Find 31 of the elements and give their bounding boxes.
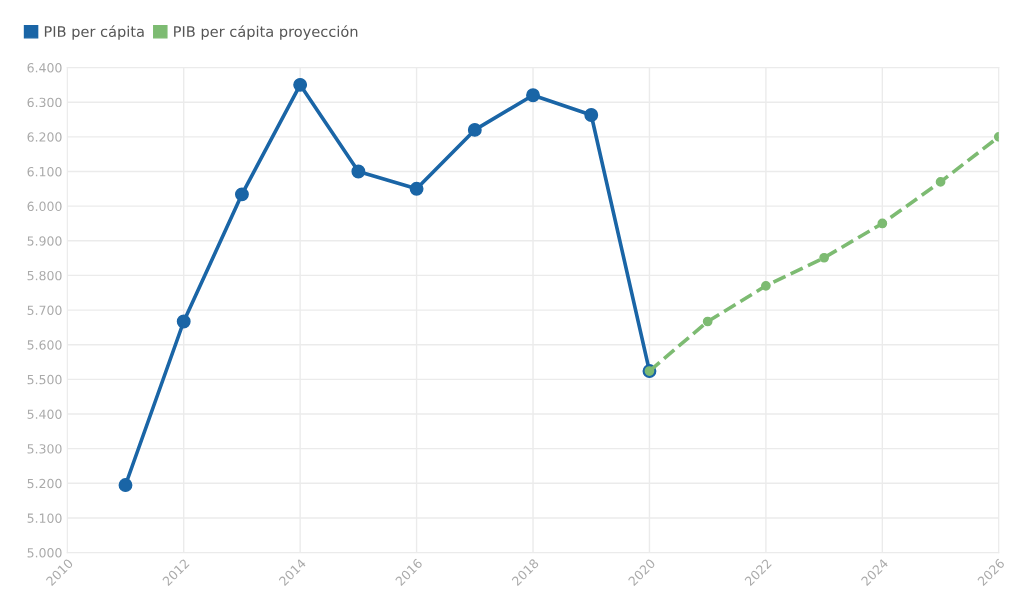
- y-tick-label: 5.000: [27, 548, 62, 558]
- y-tick-label: 5.900: [27, 236, 62, 246]
- y-tick-label: 5.700: [27, 305, 62, 315]
- y-tick-label: 5.600: [27, 340, 62, 350]
- point: [467, 122, 482, 137]
- y-tick-label: 5.400: [27, 409, 62, 419]
- legend-label: PIB per cápita proyección: [174, 25, 358, 40]
- y-tick-label: 6.400: [27, 63, 62, 73]
- point: [935, 177, 946, 187]
- point: [409, 181, 424, 196]
- point: [351, 164, 366, 179]
- point: [176, 314, 191, 329]
- point: [234, 187, 249, 202]
- point: [584, 108, 599, 122]
- y-tick-label: 6.200: [27, 132, 62, 142]
- point: [819, 252, 829, 263]
- legend-label: PIB per cápita: [44, 25, 144, 40]
- y-tick-label: 5.100: [27, 513, 62, 523]
- point: [877, 218, 888, 229]
- point: [702, 316, 713, 327]
- y-tick-label: 5.200: [27, 478, 62, 489]
- y-tick-label: 6.300: [27, 97, 62, 108]
- y-tick-label: 6.000: [27, 201, 62, 212]
- point: [293, 77, 308, 92]
- point: [526, 88, 540, 103]
- point: [118, 478, 133, 492]
- y-tick-label: 6.100: [27, 166, 62, 177]
- y-tick-label: 5.800: [27, 270, 62, 281]
- point: [761, 280, 771, 291]
- y-tick-label: 5.300: [27, 444, 62, 454]
- y-tick-label: 5.500: [27, 374, 62, 385]
